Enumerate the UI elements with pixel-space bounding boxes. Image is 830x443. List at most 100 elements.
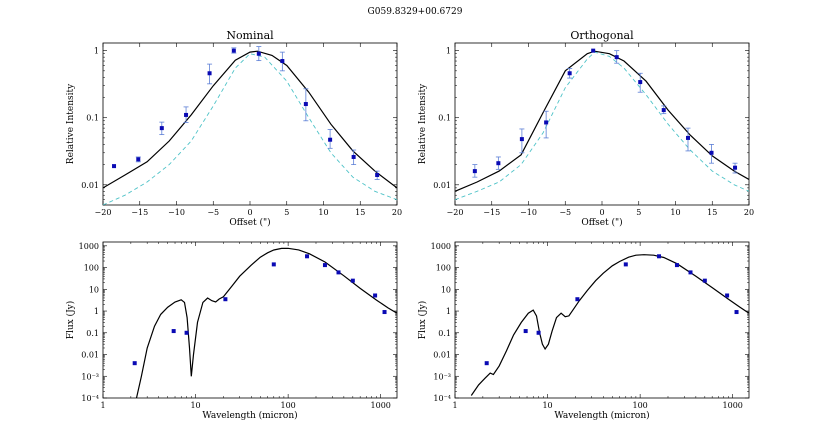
data-point [472,169,477,174]
x-tick-label: −20 [447,208,464,217]
x-tick-label: 1000 [371,401,391,410]
data-point [725,293,730,298]
y-tick-label: 1 [446,47,451,56]
data-point [685,135,690,140]
x-tick-label: −5 [207,208,219,217]
x-tick-label: 0 [247,208,252,217]
y-tick-label: 0.1 [438,329,451,338]
x-tick-label: 100 [280,401,295,410]
data-point [132,361,137,366]
x-tick-label: −10 [520,208,537,217]
data-point [336,270,341,275]
x-tick-label: 15 [355,208,365,217]
data-point [623,262,628,267]
data-point [271,262,276,267]
series-group [103,46,397,205]
y-tick-label: 100 [436,264,451,273]
y-tick-label: 1 [94,47,99,56]
data-point [536,330,541,335]
data-point [280,59,285,64]
data-point [350,278,355,283]
data-point [184,330,189,335]
y-axis-label: Flux (Jy) [417,301,428,340]
x-tick-label: 1000 [723,401,743,410]
x-tick-label: 20 [392,208,402,217]
y-tick-label: 1 [94,307,99,316]
data-point [544,120,549,125]
plot-frame [454,241,750,399]
data-point [382,310,387,315]
y-tick-label: 0.1 [438,114,451,123]
panel-title: Nominal [226,29,274,42]
series-group [132,247,397,398]
y-tick-label: 0.01 [81,351,99,360]
x-tick-label: 20 [744,208,754,217]
data-point [734,310,739,315]
y-tick-label: 10 [441,285,451,294]
panel-1: −20 −15 −10 −5 0 5 10 15 20 0.01 0.1 1 Nominal Offset… [66,29,402,228]
y-tick-label: 1000 [431,242,451,251]
x-axis-label: Wavelength (micron) [554,410,649,421]
y-axis-label: Relative Intensity [66,83,76,164]
x-axis-label: Offset (") [581,217,622,228]
data-point [702,278,707,283]
data-point [159,126,164,131]
panel-2: −20 −15 −10 −5 0 5 10 15 20 0.01 0.1 1 Orthogonal Off… [418,29,754,228]
series-group [470,254,749,396]
x-tick-label: 10 [670,208,680,217]
x-tick-label: 1 [100,401,105,410]
data-point [657,254,662,259]
data-point [575,297,580,302]
data-point [484,361,489,366]
x-axis-label: Offset (") [229,217,270,228]
y-tick-label: 0.1 [86,329,99,338]
data-point [567,71,572,76]
data-point [303,102,308,107]
panel-title: Orthogonal [570,29,634,42]
x-tick-label: 10 [318,208,328,217]
beam-line [455,51,749,201]
x-tick-label: 100 [632,401,647,410]
data-point [733,165,738,170]
model-line [103,50,397,189]
panel-3: 1 10 100 1000 10⁻⁴ 10⁻³ 0.01 0.1 1 10 100 1000 Wavel… [65,241,398,421]
y-tick-label: 10⁻³ [81,372,99,381]
data-point [674,263,679,268]
plot-frame [454,42,750,206]
y-tick-label: 0.01 [81,181,99,190]
model-line [470,254,749,396]
data-point [184,112,189,117]
data-point [231,48,236,53]
panel-4: 1 10 100 1000 10⁻⁴ 10⁻³ 0.01 0.1 1 10 100 1000 Wavel… [417,241,750,421]
model-line [135,247,397,398]
y-tick-label: 0.1 [86,114,99,123]
x-tick-label: −10 [168,208,185,217]
beam-line [103,53,397,205]
data-point [207,71,212,76]
y-tick-label: 100 [84,264,99,273]
data-point [171,329,176,334]
x-tick-label: −20 [95,208,112,217]
data-point [136,157,141,162]
x-tick-label: 5 [636,208,641,217]
x-tick-label: 10 [190,401,200,410]
data-point [305,254,310,259]
x-tick-label: 0 [599,208,604,217]
y-tick-label: 10⁻³ [433,372,451,381]
x-tick-label: 15 [707,208,717,217]
panels: −20 −15 −10 −5 0 5 10 15 200.010.11NominalOffset… [65,29,754,421]
data-point [112,164,117,169]
y-tick-label: 1 [446,307,451,316]
data-point [688,270,693,275]
data-point [223,297,228,302]
x-tick-label: 5 [284,208,289,217]
x-tick-label: −15 [483,208,500,217]
data-point [523,329,528,334]
y-tick-label: 0.01 [433,351,451,360]
x-axis-label: Wavelength (micron) [202,410,297,421]
y-tick-label: 10⁻⁴ [81,394,99,403]
y-tick-label: 10 [89,285,99,294]
x-tick-label: 10 [542,401,552,410]
data-point [591,48,596,53]
